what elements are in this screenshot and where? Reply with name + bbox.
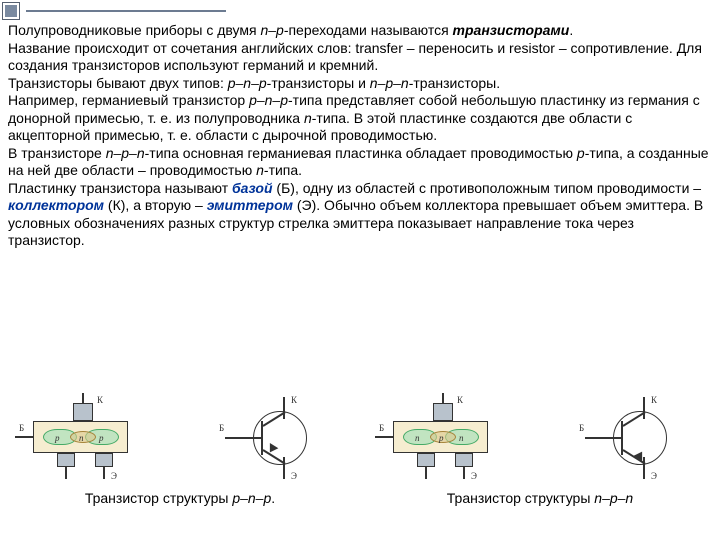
label-k: К bbox=[651, 395, 657, 405]
text: -транзисторы. bbox=[409, 75, 500, 91]
collector-lead bbox=[442, 393, 444, 403]
pnp-schematic-symbol: К Б Э bbox=[195, 393, 345, 483]
collector-lead bbox=[82, 393, 84, 403]
label-p: p bbox=[439, 433, 444, 443]
label-n: n bbox=[459, 433, 464, 443]
term-np: n–p bbox=[260, 22, 283, 38]
collector-contact bbox=[73, 403, 93, 421]
label-n: n bbox=[415, 433, 420, 443]
text: Например, германиевый транзистор bbox=[8, 92, 249, 108]
text: Транзисторы бывают двух типов: bbox=[8, 75, 228, 91]
text: Транзистор структуры bbox=[85, 490, 233, 506]
emitter-out bbox=[643, 457, 645, 479]
base-lead bbox=[225, 437, 261, 439]
slide-header-decoration bbox=[0, 0, 50, 22]
text: (К), а вторую – bbox=[104, 197, 207, 213]
label-b: Б bbox=[379, 423, 384, 433]
term-n: n bbox=[304, 110, 312, 126]
text: Пластинку транзистора называют bbox=[8, 180, 232, 196]
text: Полупроводниковые приборы с двумя bbox=[8, 22, 260, 38]
label-e: Э bbox=[471, 471, 477, 481]
text: . bbox=[271, 490, 275, 506]
term-pnp: p–n–p bbox=[228, 75, 267, 91]
term-p: p bbox=[577, 145, 585, 161]
pnp-block-diagram: К Б Э p n p bbox=[15, 393, 165, 483]
header-underline bbox=[26, 10, 226, 12]
label-k: К bbox=[291, 395, 297, 405]
label-p: p bbox=[55, 433, 60, 443]
text: Транзистор структуры bbox=[447, 490, 595, 506]
text: -переходами называются bbox=[284, 22, 453, 38]
base-lead bbox=[585, 437, 621, 439]
text: -типа основная германиевая пластинка обл… bbox=[145, 145, 577, 161]
collector-out bbox=[283, 397, 285, 419]
caption-npn: Транзистор структуры n–p–n bbox=[360, 490, 720, 506]
collector-out bbox=[643, 397, 645, 419]
emitter-lead bbox=[425, 467, 427, 479]
label-k: К bbox=[457, 395, 463, 405]
base-lead bbox=[15, 436, 33, 438]
term-collector: коллектором bbox=[8, 197, 104, 213]
header-square-inner bbox=[5, 5, 17, 17]
label-b: Б bbox=[579, 423, 584, 433]
text: (Б), одну из областей с противоположным … bbox=[273, 180, 702, 196]
npn-schematic-symbol: К Б Э bbox=[555, 393, 705, 483]
emitter-lead bbox=[65, 467, 67, 479]
diagram-captions: Транзистор структуры p–n–p. Транзистор с… bbox=[0, 490, 720, 506]
text: -типа. bbox=[264, 162, 302, 178]
term-pnp: p–n–p bbox=[232, 490, 271, 506]
term-emitter: эмиттером bbox=[207, 197, 293, 213]
text: . bbox=[569, 22, 573, 38]
emitter-out bbox=[283, 457, 285, 479]
text: В транзисторе bbox=[8, 145, 106, 161]
label-e: Э bbox=[651, 471, 657, 481]
term-transistor: транзисторами bbox=[453, 22, 570, 38]
label-b: Б bbox=[219, 423, 224, 433]
emitter-contact bbox=[95, 453, 113, 467]
term-pnp: p–n–p bbox=[249, 92, 288, 108]
collector-contact bbox=[433, 403, 453, 421]
term-npn: n–p–n bbox=[594, 490, 633, 506]
emitter-contact bbox=[455, 453, 473, 467]
text: -транзисторы и bbox=[267, 75, 370, 91]
label-n: n bbox=[79, 433, 84, 443]
caption-pnp: Транзистор структуры p–n–p. bbox=[0, 490, 360, 506]
term-n: n bbox=[256, 162, 264, 178]
label-b: Б bbox=[19, 423, 24, 433]
text: Название происходит от сочетания английс… bbox=[8, 40, 702, 74]
term-npn: n–p–n bbox=[370, 75, 409, 91]
diagram-row: К Б Э p n p К Б Э К Б Э n p n bbox=[0, 378, 720, 498]
term-base: базой bbox=[232, 180, 273, 196]
label-k: К bbox=[97, 395, 103, 405]
base-lead bbox=[375, 436, 393, 438]
emitter-lead bbox=[103, 467, 105, 479]
emitter-contact bbox=[417, 453, 435, 467]
emitter-lead bbox=[463, 467, 465, 479]
term-npn: n–p–n bbox=[106, 145, 145, 161]
label-e: Э bbox=[291, 471, 297, 481]
emitter-contact bbox=[57, 453, 75, 467]
label-e: Э bbox=[111, 471, 117, 481]
npn-block-diagram: К Б Э n p n bbox=[375, 393, 525, 483]
label-p: p bbox=[99, 433, 104, 443]
main-text: Полупроводниковые приборы с двумя n–p-пе… bbox=[8, 22, 712, 250]
